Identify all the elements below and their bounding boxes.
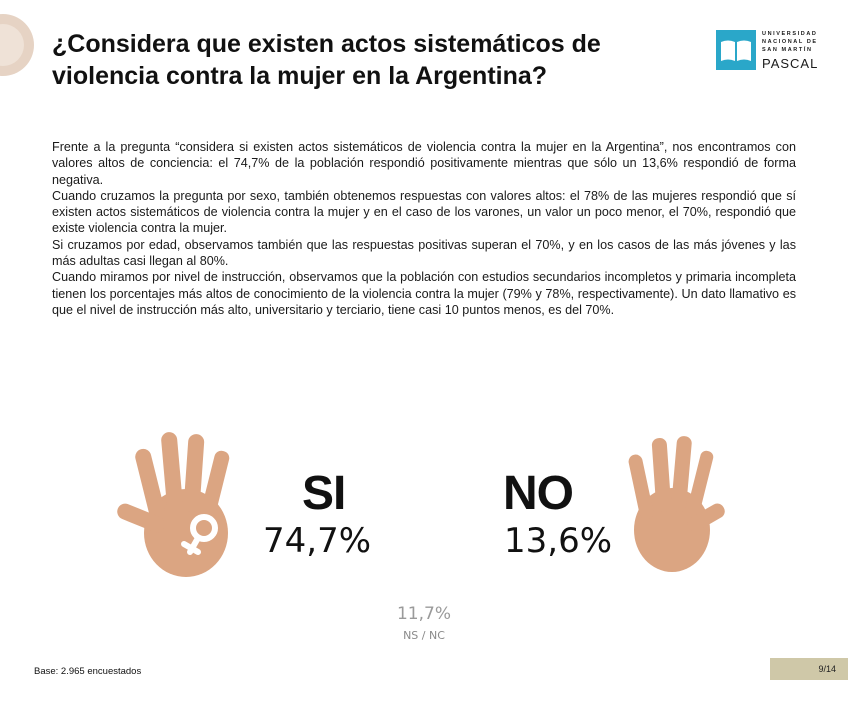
paragraph-4: Cuando miramos por nivel de instrucción,… <box>52 270 796 317</box>
body-text: Frente a la pregunta “considera si exist… <box>52 139 796 318</box>
logo-line-3: SAN MARTÍN <box>762 47 813 53</box>
logo-name: PASCAL <box>762 56 819 71</box>
ns-nc-label: NS / NC <box>403 629 445 642</box>
raised-hand-icon <box>628 436 725 572</box>
page-title: ¿Considera que existen actos sistemático… <box>52 28 652 92</box>
yes-label: SI <box>302 467 346 520</box>
paragraph-3: Si cruzamos por edad, observamos también… <box>52 237 796 269</box>
no-value: 13,6% <box>504 521 613 561</box>
ns-nc-value: 11,7% <box>396 604 451 624</box>
title-line-1: ¿Considera que existen actos sistemático… <box>52 30 601 58</box>
no-label: NO <box>503 467 574 520</box>
paragraph-1: Frente a la pregunta “considera si exist… <box>52 140 796 187</box>
university-logo: UNIVERSIDAD NACIONAL DE SAN MARTÍN PASCA… <box>716 28 828 72</box>
hand-with-female-symbol-icon <box>117 432 230 577</box>
title-line-2: violencia contra la mujer en la Argentin… <box>52 62 548 90</box>
paragraph-2: Cuando cruzamos la pregunta por sexo, ta… <box>52 188 796 236</box>
yes-value: 74,7% <box>263 521 372 561</box>
corner-decoration <box>0 14 34 76</box>
logo-line-1: UNIVERSIDAD <box>762 31 818 37</box>
logo-line-2: NACIONAL DE <box>762 39 818 45</box>
sample-base-note: Base: 2.965 encuestados <box>34 666 142 677</box>
open-book-icon <box>716 30 756 70</box>
page-number: 9/14 <box>770 658 848 680</box>
